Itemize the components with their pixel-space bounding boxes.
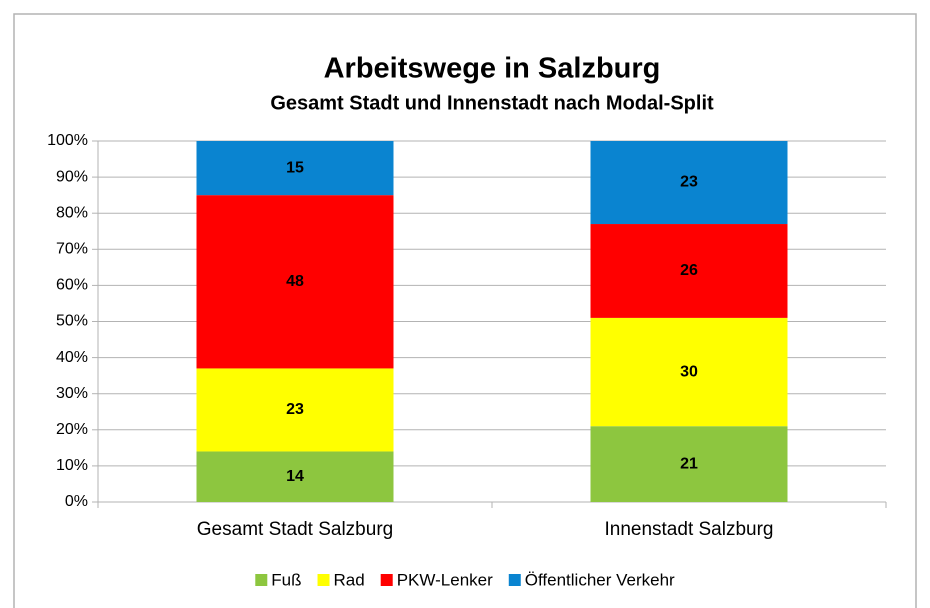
data-label: 30	[680, 363, 698, 380]
legend-swatch	[380, 574, 393, 586]
y-tick-label: 100%	[47, 132, 88, 149]
data-label: 21	[680, 455, 698, 472]
data-label: 48	[286, 273, 304, 290]
y-tick-label: 0%	[65, 493, 88, 510]
data-label: 23	[286, 401, 304, 418]
bar-segment	[196, 368, 394, 452]
legend-label: PKW-Lenker	[397, 570, 493, 589]
chart-subtitle: Gesamt Stadt und Innenstadt nach Modal-S…	[270, 92, 714, 114]
y-tick-label: 90%	[56, 168, 88, 185]
legend-label: Rad	[334, 570, 365, 589]
bar-segment	[196, 141, 394, 196]
y-tick-label: 30%	[56, 385, 88, 402]
bar-segment	[590, 141, 788, 225]
legend-label: Öffentlicher Verkehr	[525, 570, 675, 589]
data-label: 14	[286, 468, 304, 485]
data-label: 26	[680, 262, 698, 279]
data-label: 23	[680, 174, 698, 191]
bar-segment	[590, 426, 788, 502]
y-tick-label: 60%	[56, 277, 88, 294]
y-tick-label: 20%	[56, 421, 88, 438]
legend-swatch	[508, 574, 521, 586]
bar-segment	[590, 224, 788, 318]
legend-swatch	[317, 574, 330, 586]
x-tick-label: Gesamt Stadt Salzburg	[197, 519, 393, 540]
bar-segment	[590, 317, 788, 427]
bar-segment	[196, 451, 394, 502]
y-tick-label: 10%	[56, 457, 88, 474]
bar-segment	[196, 195, 394, 369]
x-tick-label: Innenstadt Salzburg	[604, 519, 773, 540]
legend-label: Fuß	[271, 570, 301, 589]
chart-title: Arbeitswege in Salzburg	[324, 53, 661, 85]
y-tick-label: 40%	[56, 349, 88, 366]
y-tick-label: 50%	[56, 313, 88, 330]
legend-swatch	[255, 574, 268, 586]
data-label: 15	[286, 159, 304, 176]
y-tick-label: 70%	[56, 241, 88, 258]
y-tick-label: 80%	[56, 204, 88, 221]
